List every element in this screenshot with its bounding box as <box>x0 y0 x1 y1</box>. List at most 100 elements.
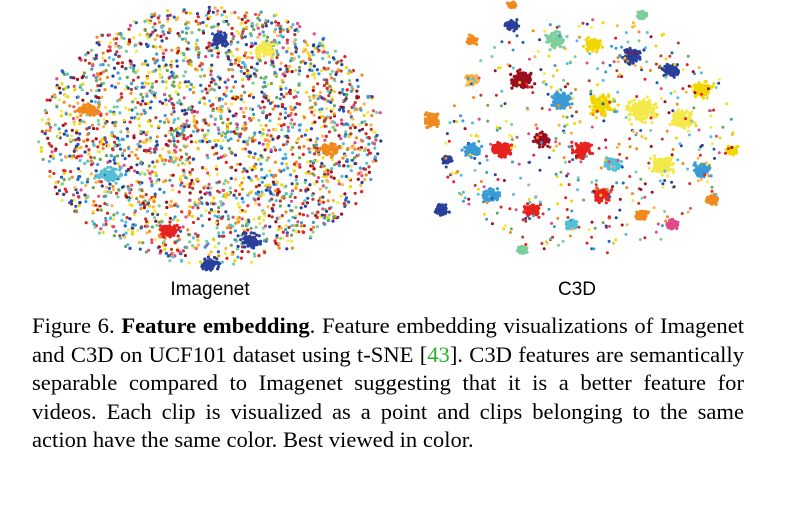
imagenet-point <box>236 255 240 259</box>
imagenet-point <box>245 142 250 146</box>
imagenet-point <box>337 182 341 186</box>
imagenet-point <box>239 69 243 73</box>
imagenet-point <box>182 122 186 126</box>
imagenet-point <box>131 232 135 236</box>
imagenet-point <box>247 77 251 81</box>
imagenet-point <box>240 249 244 254</box>
c3d-point <box>607 93 611 97</box>
imagenet-point <box>88 109 92 113</box>
imagenet-point <box>276 34 280 38</box>
imagenet-point <box>73 109 77 114</box>
imagenet-point <box>302 224 306 228</box>
imagenet-point <box>337 108 342 112</box>
imagenet-point <box>89 159 93 163</box>
c3d-point <box>609 108 614 112</box>
imagenet-point <box>288 91 292 96</box>
imagenet-point <box>298 25 302 29</box>
imagenet-point <box>234 196 238 200</box>
imagenet-point <box>96 73 100 77</box>
imagenet-point <box>291 108 295 112</box>
imagenet-point <box>124 173 128 177</box>
imagenet-point <box>46 136 50 140</box>
imagenet-point <box>175 239 180 243</box>
imagenet-point <box>231 96 235 100</box>
imagenet-point <box>279 226 283 230</box>
imagenet-point <box>220 97 225 101</box>
imagenet-point <box>226 22 230 26</box>
imagenet-point <box>259 239 263 243</box>
imagenet-point <box>329 155 334 159</box>
imagenet-point <box>203 102 207 106</box>
imagenet-point <box>308 106 312 110</box>
imagenet-point <box>339 59 343 63</box>
imagenet-point <box>343 55 347 59</box>
imagenet-point <box>190 178 194 182</box>
imagenet-point <box>164 142 168 147</box>
imagenet-point <box>72 122 76 126</box>
imagenet-point <box>85 195 89 199</box>
imagenet-point <box>127 188 131 192</box>
imagenet-point <box>306 214 310 218</box>
imagenet-point <box>103 59 107 63</box>
imagenet-point <box>282 143 286 147</box>
imagenet-point <box>176 139 180 144</box>
imagenet-point <box>213 245 217 249</box>
imagenet-point <box>84 221 88 225</box>
imagenet-point <box>207 5 211 9</box>
imagenet-point <box>285 231 289 235</box>
imagenet-point <box>329 116 333 120</box>
imagenet-point <box>199 74 203 78</box>
imagenet-point <box>276 136 280 140</box>
c3d-point <box>509 22 513 26</box>
imagenet-point <box>360 190 364 194</box>
imagenet-point <box>317 116 322 120</box>
imagenet-point <box>318 196 322 200</box>
imagenet-point <box>289 173 293 177</box>
imagenet-point <box>233 238 237 242</box>
imagenet-point <box>233 229 237 233</box>
imagenet-point <box>225 226 230 230</box>
imagenet-point <box>91 203 95 207</box>
imagenet-point <box>248 75 252 79</box>
imagenet-point <box>309 138 313 142</box>
imagenet-point <box>219 30 223 34</box>
imagenet-point <box>329 76 334 80</box>
imagenet-point <box>234 168 238 172</box>
imagenet-point <box>222 10 227 14</box>
imagenet-point <box>242 54 246 58</box>
imagenet-point <box>248 235 252 239</box>
imagenet-point <box>182 173 186 177</box>
imagenet-point <box>276 187 280 192</box>
imagenet-point <box>129 82 134 86</box>
imagenet-point <box>76 136 81 140</box>
imagenet-point <box>294 45 298 49</box>
imagenet-point <box>287 204 291 208</box>
imagenet-point <box>118 77 122 81</box>
imagenet-point <box>174 90 178 94</box>
c3d-point <box>562 92 566 96</box>
imagenet-point <box>249 231 253 235</box>
imagenet-point <box>180 210 184 214</box>
c3d-point <box>631 61 635 65</box>
imagenet-point <box>293 33 297 37</box>
imagenet-point <box>161 158 165 162</box>
imagenet-point <box>313 108 317 112</box>
imagenet-point <box>302 230 306 234</box>
imagenet-point <box>255 55 259 59</box>
imagenet-point <box>81 98 85 102</box>
c3d-point <box>634 59 638 63</box>
imagenet-point <box>258 130 262 134</box>
imagenet-point <box>99 113 103 117</box>
imagenet-point <box>273 160 277 164</box>
imagenet-point <box>239 238 243 242</box>
imagenet-point <box>122 148 127 152</box>
imagenet-point <box>355 96 359 100</box>
imagenet-point <box>275 43 279 47</box>
imagenet-point <box>132 213 137 217</box>
imagenet-point <box>161 244 165 248</box>
imagenet-point <box>197 55 201 59</box>
imagenet-point <box>39 149 43 153</box>
c3d-point <box>703 80 707 84</box>
c3d-point <box>533 135 537 139</box>
imagenet-point <box>310 147 314 151</box>
